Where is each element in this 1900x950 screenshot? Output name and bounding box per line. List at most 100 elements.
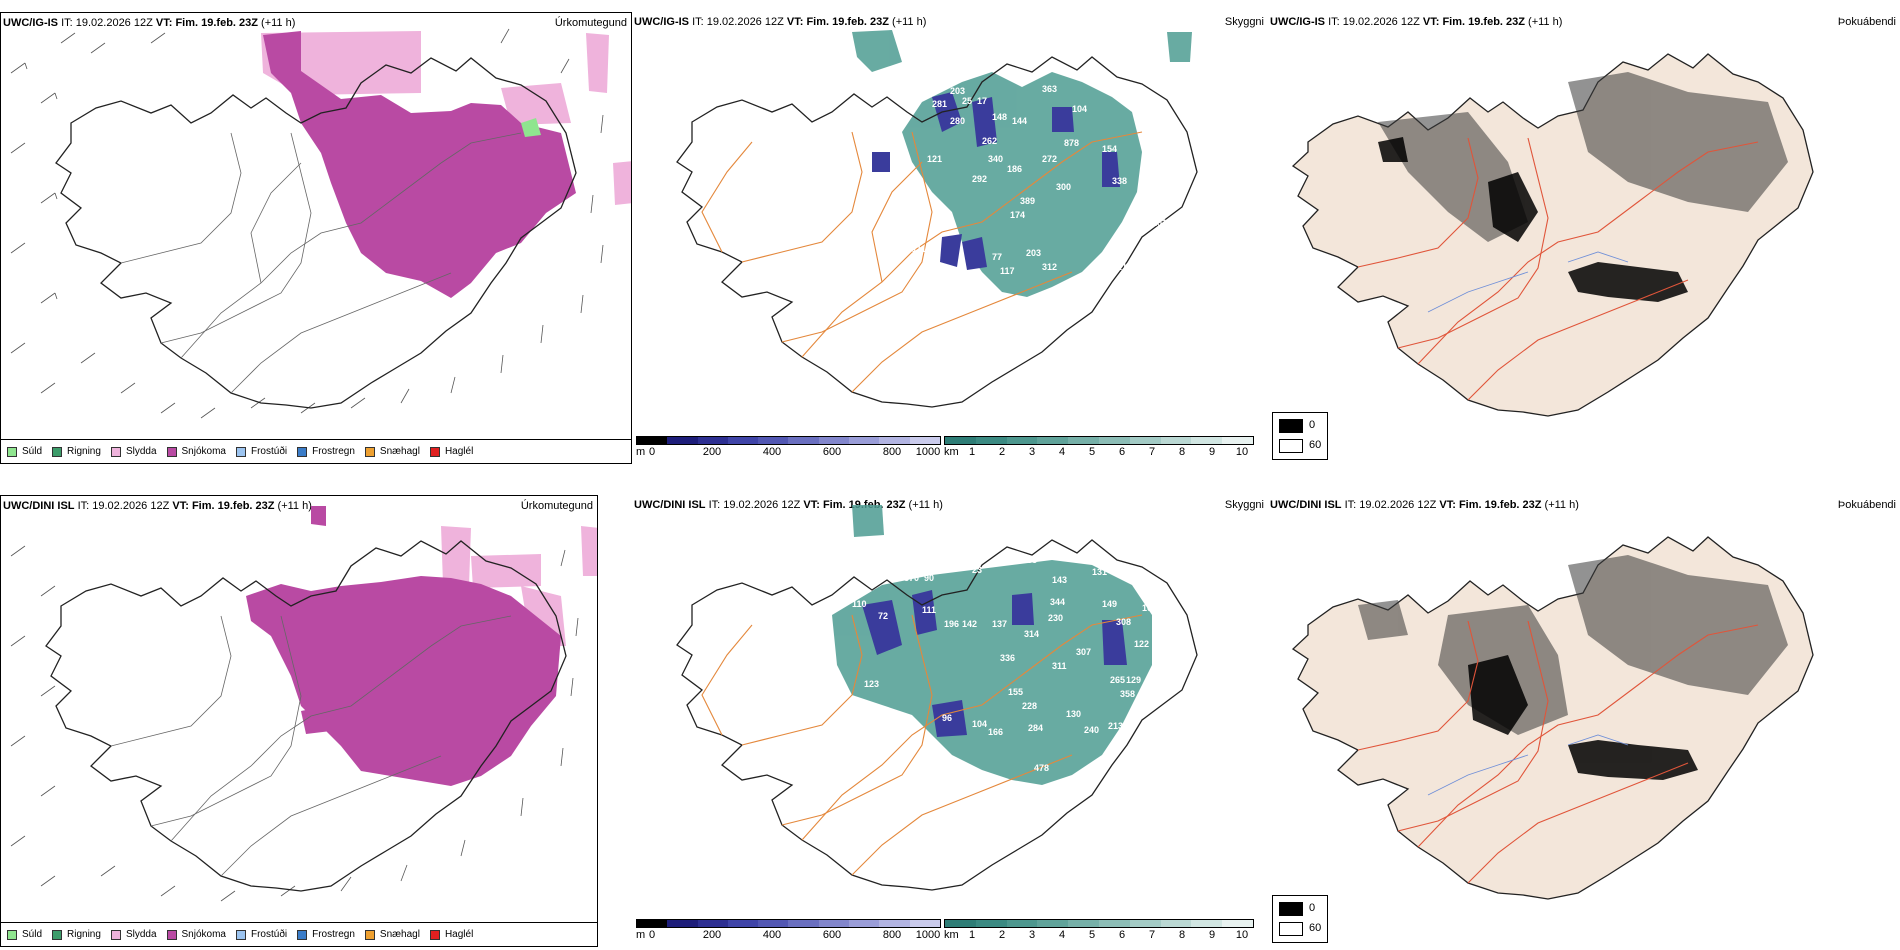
colorbar-unit: km xyxy=(944,446,959,458)
label: 143 xyxy=(1052,575,1067,585)
low-visibility-area xyxy=(852,30,1192,297)
label: 236 xyxy=(1134,216,1149,226)
visibility-colorbar: km 1 2 3 4 5 6 7 8 9 10 xyxy=(944,436,1254,462)
label: 25 xyxy=(962,96,972,106)
legend-swatch xyxy=(235,446,246,457)
legend-swatch xyxy=(7,446,17,457)
panel-header: UWC/DINI ISL IT: 19.02.2026 12Z VT: Fim.… xyxy=(3,500,312,512)
colorbar-strip xyxy=(944,919,1254,928)
label: 130 xyxy=(1066,709,1081,719)
label: 230 xyxy=(1048,613,1063,623)
label: 144 xyxy=(1012,116,1027,126)
fog-swatch xyxy=(1279,902,1303,916)
label: 370 xyxy=(904,573,919,583)
legend-swatch xyxy=(235,929,246,940)
label: 196 xyxy=(944,619,959,629)
label: 358 xyxy=(1120,689,1135,699)
label: 96 xyxy=(942,713,952,723)
label: 142 xyxy=(962,619,977,629)
label: 311 xyxy=(1052,661,1067,671)
fog-key: 0 60 xyxy=(1272,895,1328,943)
label: 131 xyxy=(1092,567,1107,577)
label: 280 xyxy=(950,116,965,126)
colorbar-unit: km xyxy=(944,929,959,941)
label: 72 xyxy=(878,611,888,621)
legend-swatch xyxy=(52,446,63,457)
legend-swatch xyxy=(429,929,440,940)
fog-dense xyxy=(1468,655,1698,780)
label: 129 xyxy=(1126,675,1141,685)
legend-item: Snjókoma xyxy=(166,446,226,457)
colorbar-unit: m xyxy=(636,446,646,458)
label: 272 xyxy=(1042,154,1057,164)
visibility-panel-row2: UWC/DINI ISL IT: 19.02.2026 12Z VT: Fim.… xyxy=(632,495,1268,947)
legend-swatch xyxy=(364,446,375,457)
label: 77 xyxy=(992,252,1002,262)
colorbar-strip xyxy=(636,919,941,928)
label: 662 xyxy=(1137,249,1152,259)
legend-swatch xyxy=(110,929,121,940)
panel-header: UWC/IG-IS IT: 19.02.2026 12Z VT: Fim. 19… xyxy=(1270,16,1563,28)
visibility-map: 202 370 90 167 23 133 143 131 110 72 344 149 308… xyxy=(676,505,1198,891)
wind-barbs xyxy=(10,28,604,419)
panel-header: UWC/IG-IS IT: 19.02.2026 12Z VT: Fim. 19… xyxy=(634,16,927,28)
label: 338 xyxy=(1112,176,1127,186)
label: 340 xyxy=(988,154,1003,164)
colorbar-strip xyxy=(944,436,1254,445)
visibility-panel-row1: UWC/IG-IS IT: 19.02.2026 12Z VT: Fim. 19… xyxy=(632,12,1268,464)
legend-swatch xyxy=(364,929,375,940)
legend-item: Rigning xyxy=(52,446,101,457)
label: 284 xyxy=(1028,723,1043,733)
fog-panel-row1: UWC/IG-IS IT: 19.02.2026 12Z VT: Fim. 19… xyxy=(1268,12,1900,464)
label: 281 xyxy=(932,99,947,109)
iceland-coastline xyxy=(676,539,1198,891)
label: 307 xyxy=(1076,647,1091,657)
label: 110 xyxy=(852,599,867,609)
label: 168 xyxy=(1142,603,1157,613)
panel-title: Úrkomutegund xyxy=(554,17,627,29)
legend-swatch xyxy=(52,929,63,940)
label: 111 xyxy=(912,244,926,254)
label: 149 xyxy=(1102,599,1117,609)
label: 186 xyxy=(1007,164,1022,174)
label: 154 xyxy=(1102,144,1117,154)
label: 201 xyxy=(1152,218,1167,228)
precip-map xyxy=(10,28,631,419)
label: 122 xyxy=(1134,639,1149,649)
precip-type-panel-row2: UWC/DINI ISL IT: 19.02.2026 12Z VT: Fim.… xyxy=(0,495,598,947)
legend-item: Slydda xyxy=(110,929,157,940)
panel-header: UWC/DINI ISL IT: 19.02.2026 12Z VT: Fim.… xyxy=(1270,499,1579,511)
label: 104 xyxy=(972,719,987,729)
legend-swatch xyxy=(429,446,440,457)
label: 167 xyxy=(954,561,969,571)
label: 203 xyxy=(1026,248,1041,258)
legend-swatch xyxy=(166,929,177,940)
label: 148 xyxy=(992,112,1007,122)
label: 166 xyxy=(988,727,1003,737)
fog-swatch xyxy=(1279,922,1303,936)
label: 133 xyxy=(1022,555,1037,565)
low-cloud-base xyxy=(872,92,1120,270)
label: 104 xyxy=(1072,104,1087,114)
legend-item: Frostúði xyxy=(235,929,287,940)
iceland-coastline xyxy=(55,57,577,409)
label: 300 xyxy=(1056,182,1071,192)
rivers xyxy=(1427,734,1629,796)
legend-item: Snjókoma xyxy=(166,929,226,940)
iceland-coastline xyxy=(676,56,1198,408)
colorbar-strip xyxy=(636,436,941,445)
roads-red xyxy=(1357,137,1759,401)
fog-panel-row2: UWC/DINI ISL IT: 19.02.2026 12Z VT: Fim.… xyxy=(1268,495,1900,947)
label: 265 xyxy=(1110,675,1125,685)
label: 878 xyxy=(1064,138,1079,148)
legend-item: Haglél xyxy=(429,446,473,457)
roads-grey xyxy=(120,132,522,394)
roads-orange xyxy=(701,614,1143,876)
label: 363 xyxy=(1042,84,1057,94)
label: 117 xyxy=(1000,266,1015,276)
label: 292 xyxy=(972,174,987,184)
precip-map xyxy=(10,506,597,902)
label: 17 xyxy=(977,96,987,106)
